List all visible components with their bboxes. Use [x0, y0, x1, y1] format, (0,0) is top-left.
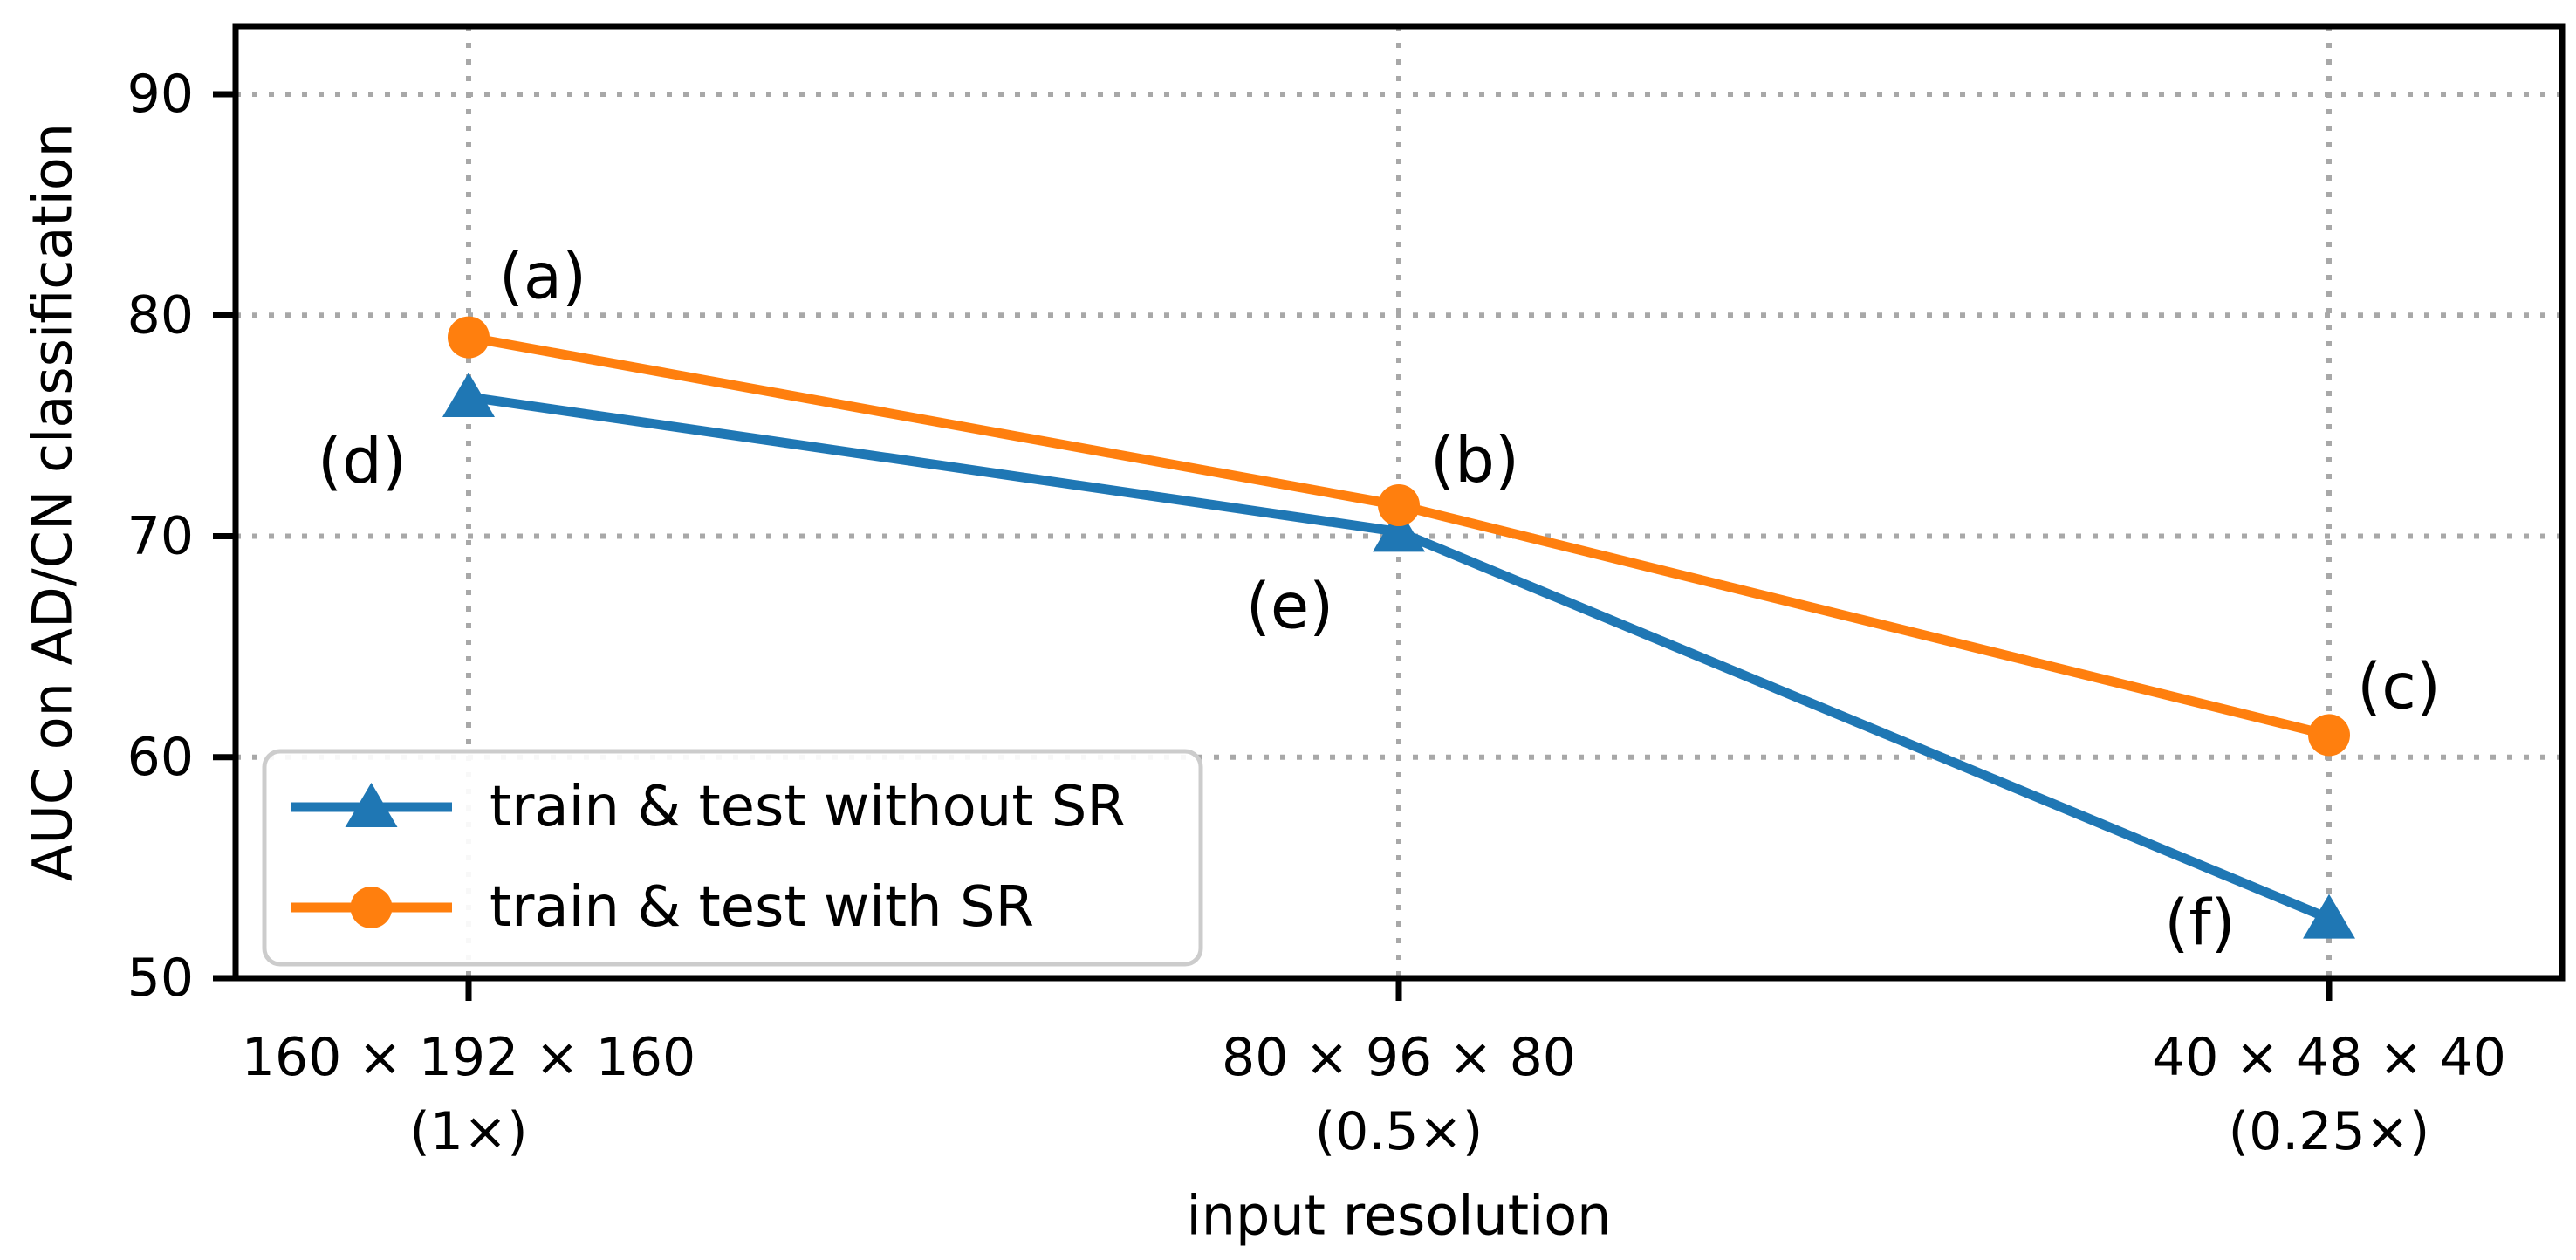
point-annotations: (a) (b) (c) (d) (e) (f): [318, 240, 2441, 960]
circle-marker: [448, 316, 490, 359]
x-tick-label-resolution: 80 × 96 × 80: [1222, 1027, 1576, 1088]
annotation-label: (d): [318, 424, 407, 497]
y-tick-label: 70: [127, 506, 194, 567]
annotation-label: (b): [1430, 423, 1519, 496]
triangle-marker: [2303, 894, 2355, 939]
y-tick-label: 60: [127, 727, 194, 788]
y-tick-label: 90: [127, 64, 194, 125]
axis-ticks: [213, 91, 2333, 1001]
x-tick-label-scale: (0.25×): [2229, 1101, 2430, 1162]
legend-entry-label: train & test without SR: [490, 775, 1126, 839]
series-with-sr: [448, 316, 2350, 757]
series-without-sr: [442, 372, 2355, 939]
y-tick-label: 80: [127, 284, 194, 346]
legend-entry-label: train & test with SR: [490, 875, 1034, 940]
annotation-label: (f): [2164, 887, 2236, 960]
y-tick-label: 50: [127, 948, 194, 1009]
triangle-marker: [1373, 507, 1425, 552]
x-axis-label: input resolution: [1187, 1184, 1612, 1248]
triangle-marker: [442, 372, 495, 417]
x-tick-label-scale: (1×): [409, 1101, 527, 1162]
x-tick-label-resolution: 160 × 192 × 160: [242, 1027, 695, 1088]
y-axis-label: AUC on AD/CN classification: [21, 123, 85, 881]
x-tick-label-scale: (0.5×): [1315, 1101, 1483, 1162]
annotation-label: (c): [2357, 649, 2441, 722]
y-tick-labels: 50 60 70 80 90: [127, 64, 194, 1009]
legend-circle-marker: [350, 887, 393, 928]
circle-marker: [2308, 714, 2350, 757]
annotation-label: (a): [499, 240, 586, 313]
x-tick-labels: 160 × 192 × 160 (1×) 80 × 96 × 80 (0.5×) 40 …: [242, 1027, 2506, 1162]
legend: train & test without SR train & test with…: [262, 749, 1203, 967]
legend-triangle-marker: [345, 783, 398, 827]
x-tick-label-resolution: 40 × 48 × 40: [2152, 1027, 2506, 1088]
annotation-label: (e): [1246, 569, 1333, 642]
circle-marker: [1378, 484, 1420, 527]
legend-box: [262, 749, 1203, 967]
